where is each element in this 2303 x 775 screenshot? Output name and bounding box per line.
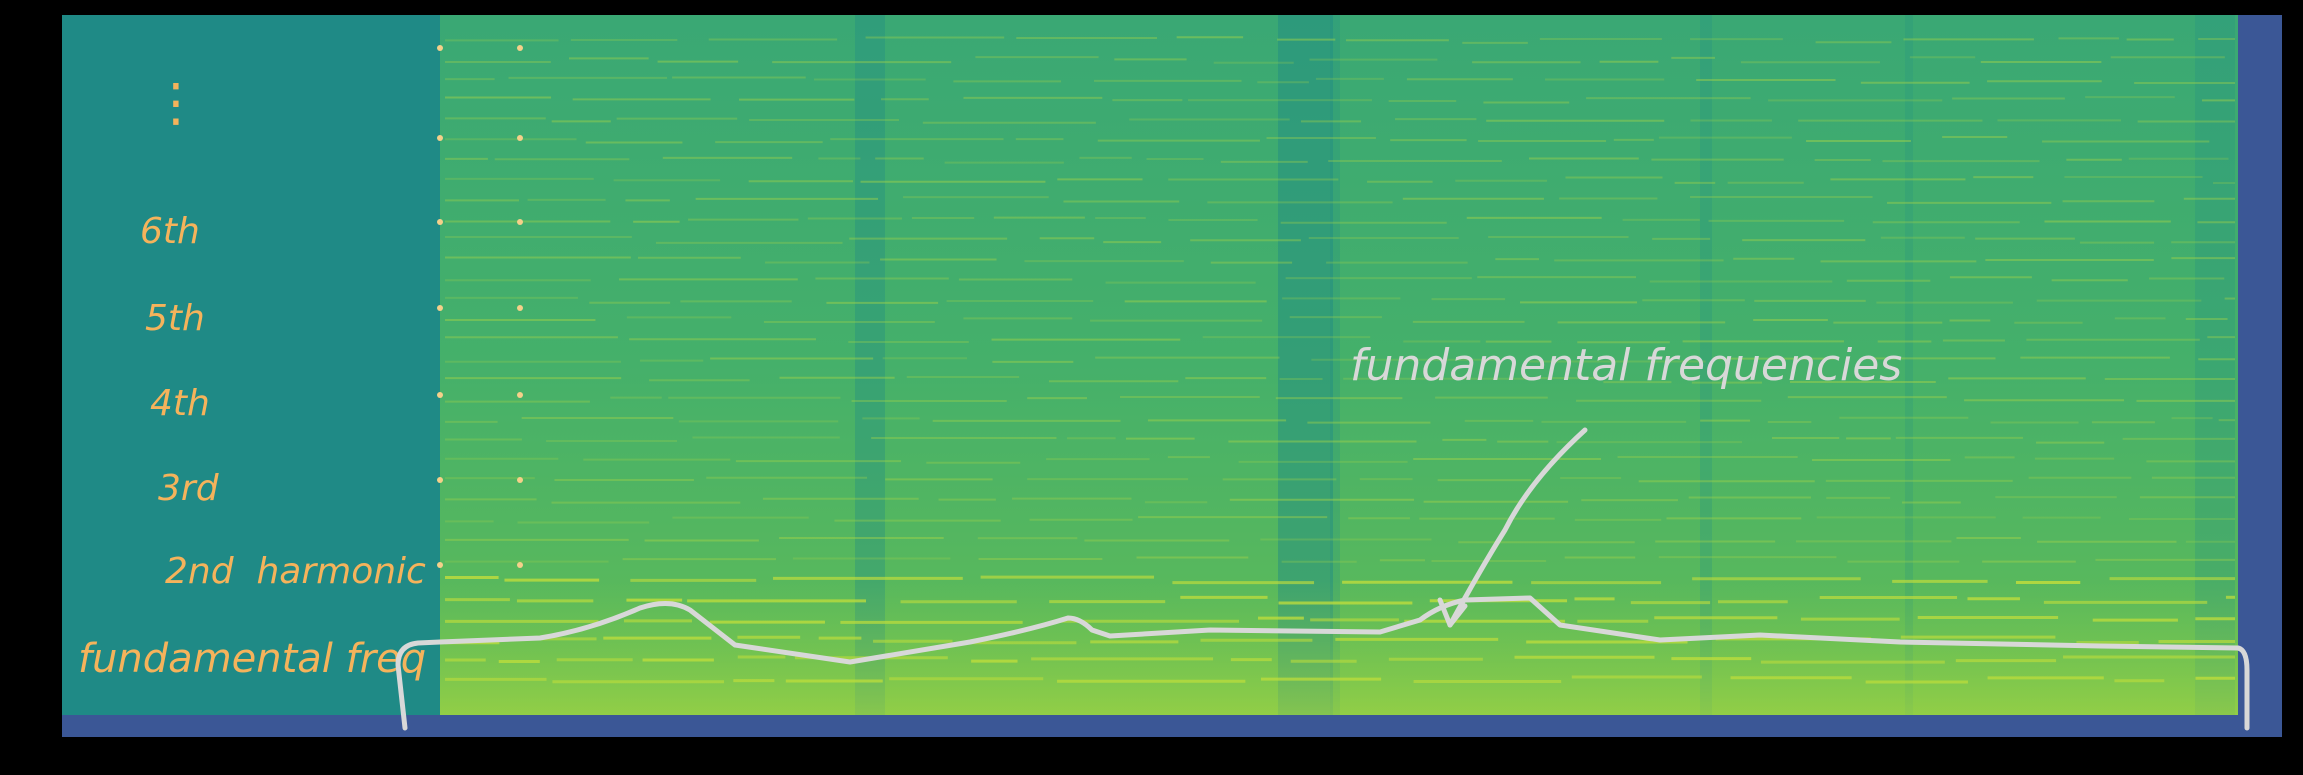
annotation-text: fundamental frequencies (1350, 340, 1902, 391)
harmonic-ticks (437, 45, 523, 568)
harmonic-tick (517, 477, 523, 483)
label-ellipsis: ⋮ (150, 73, 202, 133)
harmonic-tick (517, 305, 523, 311)
harmonic-tick (517, 219, 523, 225)
harmonic-tick (517, 562, 523, 568)
silence-band-right (2238, 15, 2282, 737)
vertical-bands (855, 15, 2235, 715)
harmonic-tick (437, 135, 443, 141)
label-fundamental-freq: fundamental freq (78, 636, 426, 682)
harmonic-tick (437, 392, 443, 398)
annotation-arrowhead (1437, 597, 1468, 628)
harmonic-tick (437, 562, 443, 568)
label-6th: 6th (140, 211, 200, 252)
dark-band-4 (1905, 15, 1913, 715)
label-3rd: 3rd (158, 468, 220, 509)
annotation-arrow (1447, 427, 1588, 628)
label-4th: 4th (150, 383, 210, 424)
harmonic-tick (517, 45, 523, 51)
harmonic-tick (517, 392, 523, 398)
silence-band-bottom (62, 715, 2282, 737)
bracket-left (395, 639, 443, 731)
harmonic-tick (517, 135, 523, 141)
dark-band-3 (1700, 15, 1712, 715)
silent-region-left (62, 15, 442, 715)
label-5th: 5th (145, 298, 205, 339)
harmonic-tick (437, 219, 443, 225)
label-2nd-harmonic: 2nd harmonic (165, 551, 426, 592)
harmonic-tick (437, 305, 443, 311)
harmonic-tick (437, 45, 443, 51)
dark-band-2 (1330, 15, 1340, 715)
low-frequency-glow (440, 580, 2238, 715)
harmonic-tick (437, 477, 443, 483)
